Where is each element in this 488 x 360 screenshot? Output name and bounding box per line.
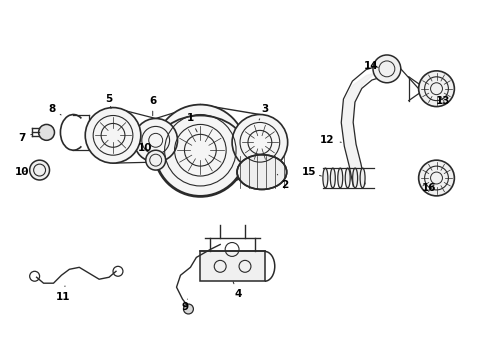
Bar [200, 251, 264, 281]
Circle shape [154, 105, 245, 196]
Circle shape [232, 114, 287, 170]
Text: 1: 1 [186, 113, 197, 132]
Text: 13: 13 [435, 96, 450, 105]
Text: 3: 3 [259, 104, 268, 120]
Ellipse shape [359, 168, 365, 188]
Text: 6: 6 [149, 96, 156, 116]
Circle shape [30, 160, 49, 180]
Text: 10: 10 [15, 167, 29, 177]
Circle shape [85, 108, 141, 163]
Text: 14: 14 [363, 61, 378, 71]
Text: 7: 7 [18, 133, 32, 143]
Text: 10: 10 [137, 143, 152, 153]
Circle shape [418, 71, 453, 107]
Circle shape [372, 55, 400, 83]
Ellipse shape [237, 155, 286, 189]
Text: 5: 5 [105, 94, 112, 109]
Ellipse shape [337, 168, 342, 188]
Text: 9: 9 [182, 299, 189, 312]
Text: 2: 2 [277, 174, 288, 190]
Circle shape [134, 118, 177, 162]
Text: 15: 15 [302, 167, 321, 177]
Ellipse shape [330, 168, 335, 188]
Ellipse shape [345, 168, 349, 188]
Circle shape [39, 125, 54, 140]
Circle shape [418, 160, 453, 196]
Text: 4: 4 [233, 282, 241, 299]
Ellipse shape [322, 168, 327, 188]
Circle shape [183, 304, 193, 314]
Text: 11: 11 [56, 286, 70, 302]
Circle shape [145, 150, 165, 170]
Text: 16: 16 [421, 183, 435, 193]
Text: 8: 8 [48, 104, 61, 115]
Text: 12: 12 [320, 135, 341, 145]
Ellipse shape [352, 168, 357, 188]
